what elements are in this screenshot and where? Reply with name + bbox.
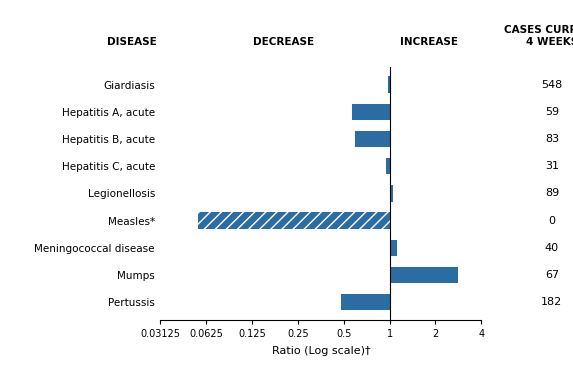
Text: 548: 548 xyxy=(541,80,563,90)
Bar xyxy=(390,240,397,256)
Text: 40: 40 xyxy=(545,243,559,253)
Text: DECREASE: DECREASE xyxy=(253,37,314,47)
Text: 182: 182 xyxy=(541,297,563,307)
Bar xyxy=(198,212,390,229)
Bar xyxy=(386,158,390,174)
Text: INCREASE: INCREASE xyxy=(399,37,457,47)
Bar xyxy=(341,294,390,310)
Bar xyxy=(387,77,390,93)
Text: 31: 31 xyxy=(545,161,559,171)
Bar xyxy=(390,185,393,202)
Text: DISEASE: DISEASE xyxy=(108,37,157,47)
Text: 67: 67 xyxy=(545,270,559,280)
X-axis label: Ratio (Log scale)†: Ratio (Log scale)† xyxy=(272,346,370,356)
Text: 0: 0 xyxy=(548,216,555,226)
Bar xyxy=(352,104,390,120)
Text: 83: 83 xyxy=(545,134,559,144)
Bar xyxy=(390,267,458,283)
Text: CASES CURRENT
4 WEEKS: CASES CURRENT 4 WEEKS xyxy=(504,25,573,47)
Bar xyxy=(355,131,390,147)
Text: 59: 59 xyxy=(545,107,559,117)
Text: 89: 89 xyxy=(545,189,559,198)
